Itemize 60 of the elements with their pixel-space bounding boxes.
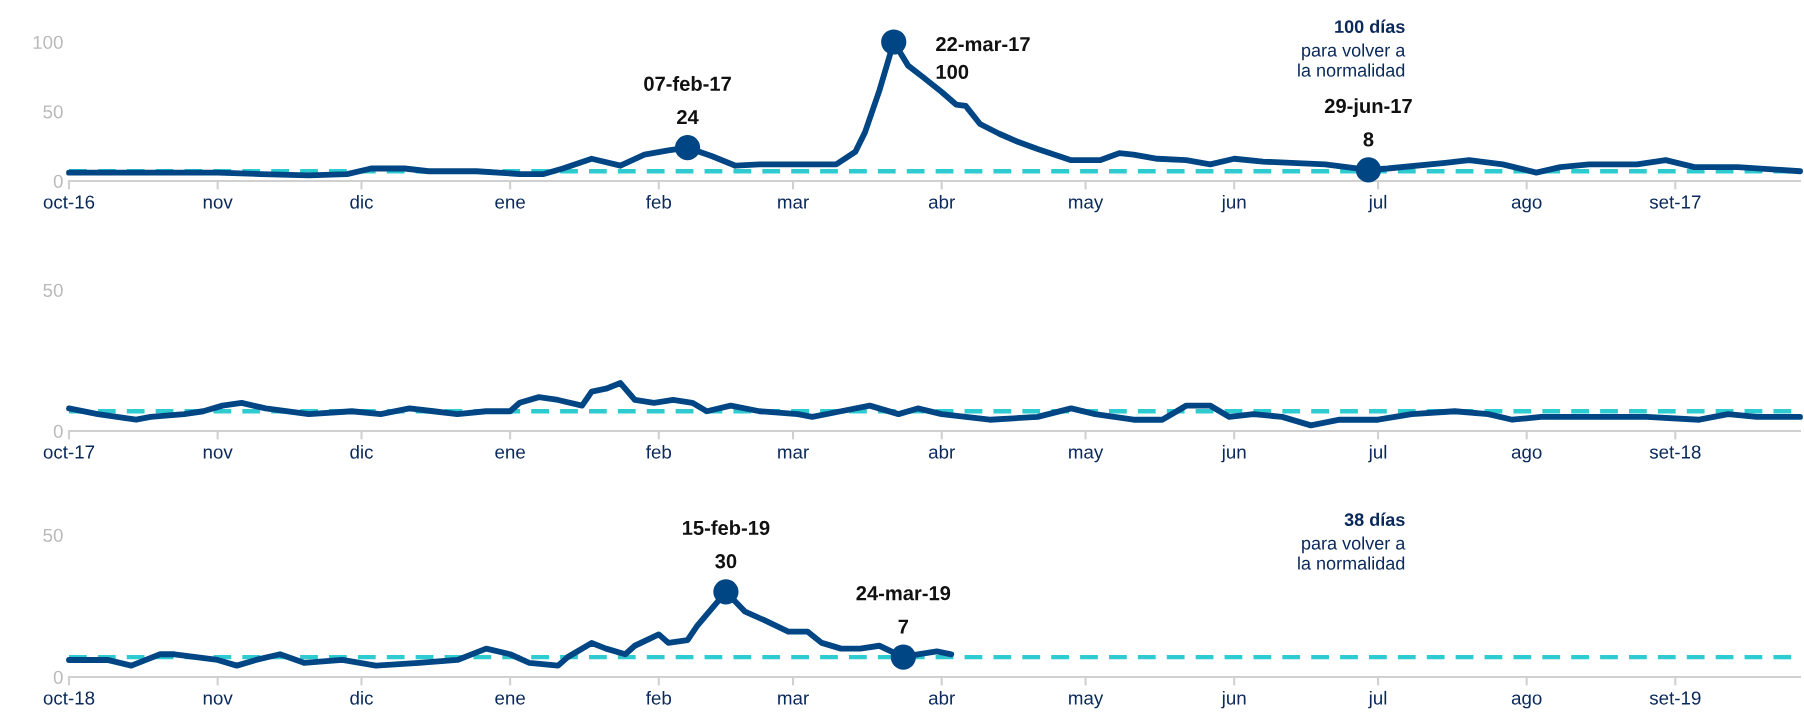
x-tick-label: mar	[778, 198, 809, 209]
x-tick-label: may	[1069, 198, 1104, 213]
x-tick-label: set-18	[1649, 445, 1701, 459]
x-tick-label: ago	[1511, 448, 1542, 463]
point	[1355, 157, 1382, 183]
x-tick-label: dic	[350, 194, 373, 209]
x-tick-label: dic	[350, 444, 373, 459]
y-tick-label: 0	[53, 670, 63, 684]
point	[881, 29, 907, 55]
text: 100 días	[1335, 19, 1405, 34]
text: 38 días	[1344, 512, 1405, 527]
x-tick-label: may	[1069, 694, 1104, 709]
x-tick-label: feb	[646, 194, 672, 209]
x-tick-label: ago	[1511, 694, 1542, 709]
x-tick-label: oct-16	[43, 195, 95, 209]
x-tick-label: jun	[1221, 690, 1246, 709]
x-tick-label: ene	[495, 694, 525, 705]
annotation: 7	[898, 619, 909, 634]
x-tick-label: jul	[1368, 690, 1387, 709]
x-tick-label: mar	[778, 694, 809, 705]
x-tick-label: ene	[495, 448, 525, 459]
y-tick-label: 50	[43, 283, 63, 297]
x-tick-label: nov	[203, 198, 233, 209]
x-tick-label: mar	[778, 448, 809, 459]
annotation: 29-jun-17	[1324, 98, 1412, 118]
x-tick-label: oct-17	[43, 445, 95, 459]
annotation: 24	[677, 109, 699, 125]
y-tick-label: 0	[53, 174, 63, 188]
y-tick-label: 50	[43, 105, 63, 119]
x-tick-label: ago	[1511, 198, 1542, 213]
x-tick-label: jul	[1368, 444, 1387, 463]
annotation: 30	[715, 554, 737, 569]
y-tick-label: 100	[33, 35, 63, 49]
x-tick-label: jun	[1221, 194, 1246, 213]
annotation: para volver a la normalidad	[1298, 536, 1406, 570]
annotation: 100	[936, 64, 969, 80]
annotation: 24-mar-19	[856, 586, 951, 601]
x-tick-label: jul	[1368, 194, 1387, 213]
y-tick-label: 50	[43, 528, 63, 542]
annotation: 07-feb-17	[644, 76, 731, 91]
annotation: 15-feb-19	[682, 520, 770, 536]
x-tick-label: nov	[203, 694, 233, 705]
x-tick-label: set-17	[1649, 195, 1701, 209]
x-tick-label: nov	[203, 448, 233, 459]
point	[674, 135, 701, 161]
x-tick-label: abr	[928, 194, 955, 209]
annotation: para volver a la normalidad	[1298, 43, 1406, 77]
x-tick-label: jun	[1221, 444, 1246, 463]
x-tick-label: feb	[646, 444, 672, 459]
x-tick-label: may	[1069, 448, 1104, 463]
y-tick-label: 0	[53, 424, 63, 438]
annotation: 22-mar-17	[936, 36, 1030, 52]
annotation: 8	[1363, 132, 1374, 147]
x-tick-label: set-19	[1649, 691, 1701, 705]
x-tick-label: dic	[350, 690, 373, 705]
x-tick-label: abr	[928, 690, 955, 705]
x-tick-label: oct-18	[43, 691, 95, 705]
x-tick-label: ene	[495, 198, 525, 209]
x-tick-label: abr	[928, 444, 955, 459]
x-tick-label: feb	[646, 690, 672, 705]
